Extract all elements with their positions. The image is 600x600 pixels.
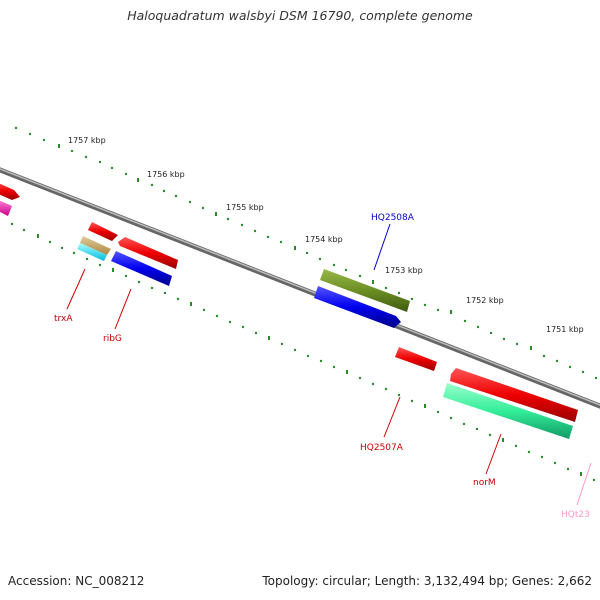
tick-label: 1753 kbp [385, 266, 423, 275]
gene-feature-olive[interactable] [320, 269, 410, 312]
outer-tick-track [14, 126, 598, 380]
genome-backbone [0, 167, 600, 409]
gene-label-hqt23[interactable]: HQt23 [561, 510, 590, 520]
gene-label-hq2508a[interactable]: HQ2508A [371, 213, 415, 223]
gene-feature-cyan[interactable] [77, 243, 107, 261]
gene-feature-blue[interactable] [314, 286, 401, 328]
tick-label: 1752 kbp [466, 296, 504, 305]
gene-feature-blue[interactable] [111, 251, 172, 286]
gene-feature-red[interactable] [450, 368, 578, 422]
gene-label-hq2507a[interactable]: HQ2507A [360, 443, 404, 453]
accession-text: Accession: NC_008212 [8, 574, 145, 588]
gene-label-norm[interactable]: norM [473, 478, 496, 488]
map-title: Haloquadratum walsbyi DSM 16790, complet… [127, 8, 473, 23]
gene-feature-red[interactable] [118, 237, 178, 269]
gene-labels: HQ2508A trxA ribG HQ2507A norM HQt23 [54, 213, 590, 520]
gene-feature-red[interactable] [0, 182, 20, 200]
gene-label-ribg[interactable]: ribG [103, 334, 122, 344]
kbp-tick-labels: 1757 kbp 1756 kbp 1755 kbp 1754 kbp 1753… [68, 136, 584, 334]
gene-label-trxa[interactable]: trxA [54, 314, 73, 324]
gene-feature-red[interactable] [88, 222, 118, 241]
gene-feature-pink[interactable] [0, 199, 12, 216]
tick-label: 1756 kbp [147, 170, 185, 179]
topology-text: Topology: circular; Length: 3,132,494 bp… [262, 574, 592, 588]
gene-feature-tan[interactable] [80, 236, 111, 255]
gene-feature-teal[interactable] [443, 383, 573, 439]
tick-label: 1757 kbp [68, 136, 106, 145]
gene-feature-red[interactable] [395, 347, 437, 371]
tick-label: 1755 kbp [226, 203, 264, 212]
gene-label-leaders [66, 223, 592, 506]
gene-features [0, 182, 578, 439]
tick-label: 1754 kbp [305, 235, 343, 244]
inner-tick-track [10, 222, 596, 482]
tick-label: 1751 kbp [546, 325, 584, 334]
